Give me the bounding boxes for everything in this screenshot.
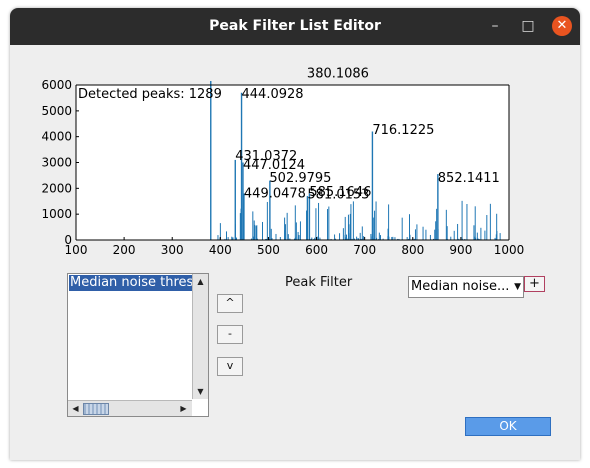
y-tick-label: 5000 [41,104,72,118]
scroll-thumb[interactable] [83,403,109,415]
plot-area: 100 200 300 400 500 600 700 800 900 1000 0 1000 2000… [41,66,524,255]
y-tick-label: 2000 [41,181,72,195]
scroll-down-icon[interactable]: ▼ [197,387,204,396]
close-icon[interactable]: ✕ [552,16,572,36]
horizontal-scrollbar[interactable]: ◀ ▶ [68,400,192,416]
peak-annotation: 852.1411 [438,171,500,186]
y-tick-label: 3000 [41,156,72,170]
peak-annotation: 449.0478 [244,186,306,201]
filter-type-value: Median noise... [411,279,510,294]
x-tick-label: 300 [161,243,184,255]
peak-annotation: 585.1646 [309,185,371,200]
add-filter-button[interactable]: + [524,276,545,292]
filter-list[interactable]: Median noise threshold ▲ ▼ ◀ ▶ [67,273,209,417]
y-tick-label: 6000 [41,78,72,92]
remove-button[interactable]: - [217,325,243,344]
chart-title: Detected peaks: 1289 [78,87,222,102]
x-tick-label: 800 [401,243,424,255]
x-tick-label: 500 [257,243,280,255]
y-tick-label: 4000 [41,130,72,144]
maximize-icon[interactable]: □ [521,18,535,34]
peak-annotation: 581.0153 [307,188,369,203]
filter-type-select[interactable]: Median noise... ▼ [408,276,524,298]
vertical-scrollbar[interactable]: ▲ ▼ [192,274,208,399]
peak-annotation: 444.0928 [242,87,304,102]
x-tick-label: 900 [449,243,472,255]
ok-button[interactable]: OK [465,417,551,436]
peak-annotation: 431.0372 [235,149,297,164]
scroll-right-icon[interactable]: ▶ [180,404,187,413]
peak-filter-list-editor-window: Peak Filter List Editor – □ ✕ 100 200 300 4… [10,8,580,460]
move-up-button[interactable]: ^ [217,294,243,313]
list-item[interactable]: Median noise threshold [69,275,192,291]
x-tick-label: 400 [209,243,232,255]
window-title: Peak Filter List Editor [209,18,381,34]
peak-annotation: 447.0124 [243,158,305,173]
x-tick-label: 100 [65,243,88,255]
x-tick-label: 1000 [494,243,525,255]
x-tick-label: 200 [113,243,136,255]
chevron-down-icon: ▼ [514,282,521,292]
peaks-chart: 100 200 300 400 500 600 700 800 900 1000 0 1000 2000… [41,66,524,255]
peak-annotation: 502.9795 [269,171,331,186]
title-bar: Peak Filter List Editor – □ ✕ [10,8,580,45]
peak-annotation: 380.1086 [307,66,369,81]
y-tick-label: 0 [64,233,72,247]
scroll-left-icon[interactable]: ◀ [72,404,79,413]
x-tick-label: 600 [305,243,328,255]
peak-annotation: 716.1225 [372,123,434,138]
move-down-button[interactable]: v [217,357,243,376]
peak-filter-label: Peak Filter [285,275,353,290]
y-tick-label: 1000 [41,207,72,221]
x-tick-label: 700 [353,243,376,255]
minimize-icon[interactable]: – [491,18,499,34]
scroll-up-icon[interactable]: ▲ [197,277,204,286]
